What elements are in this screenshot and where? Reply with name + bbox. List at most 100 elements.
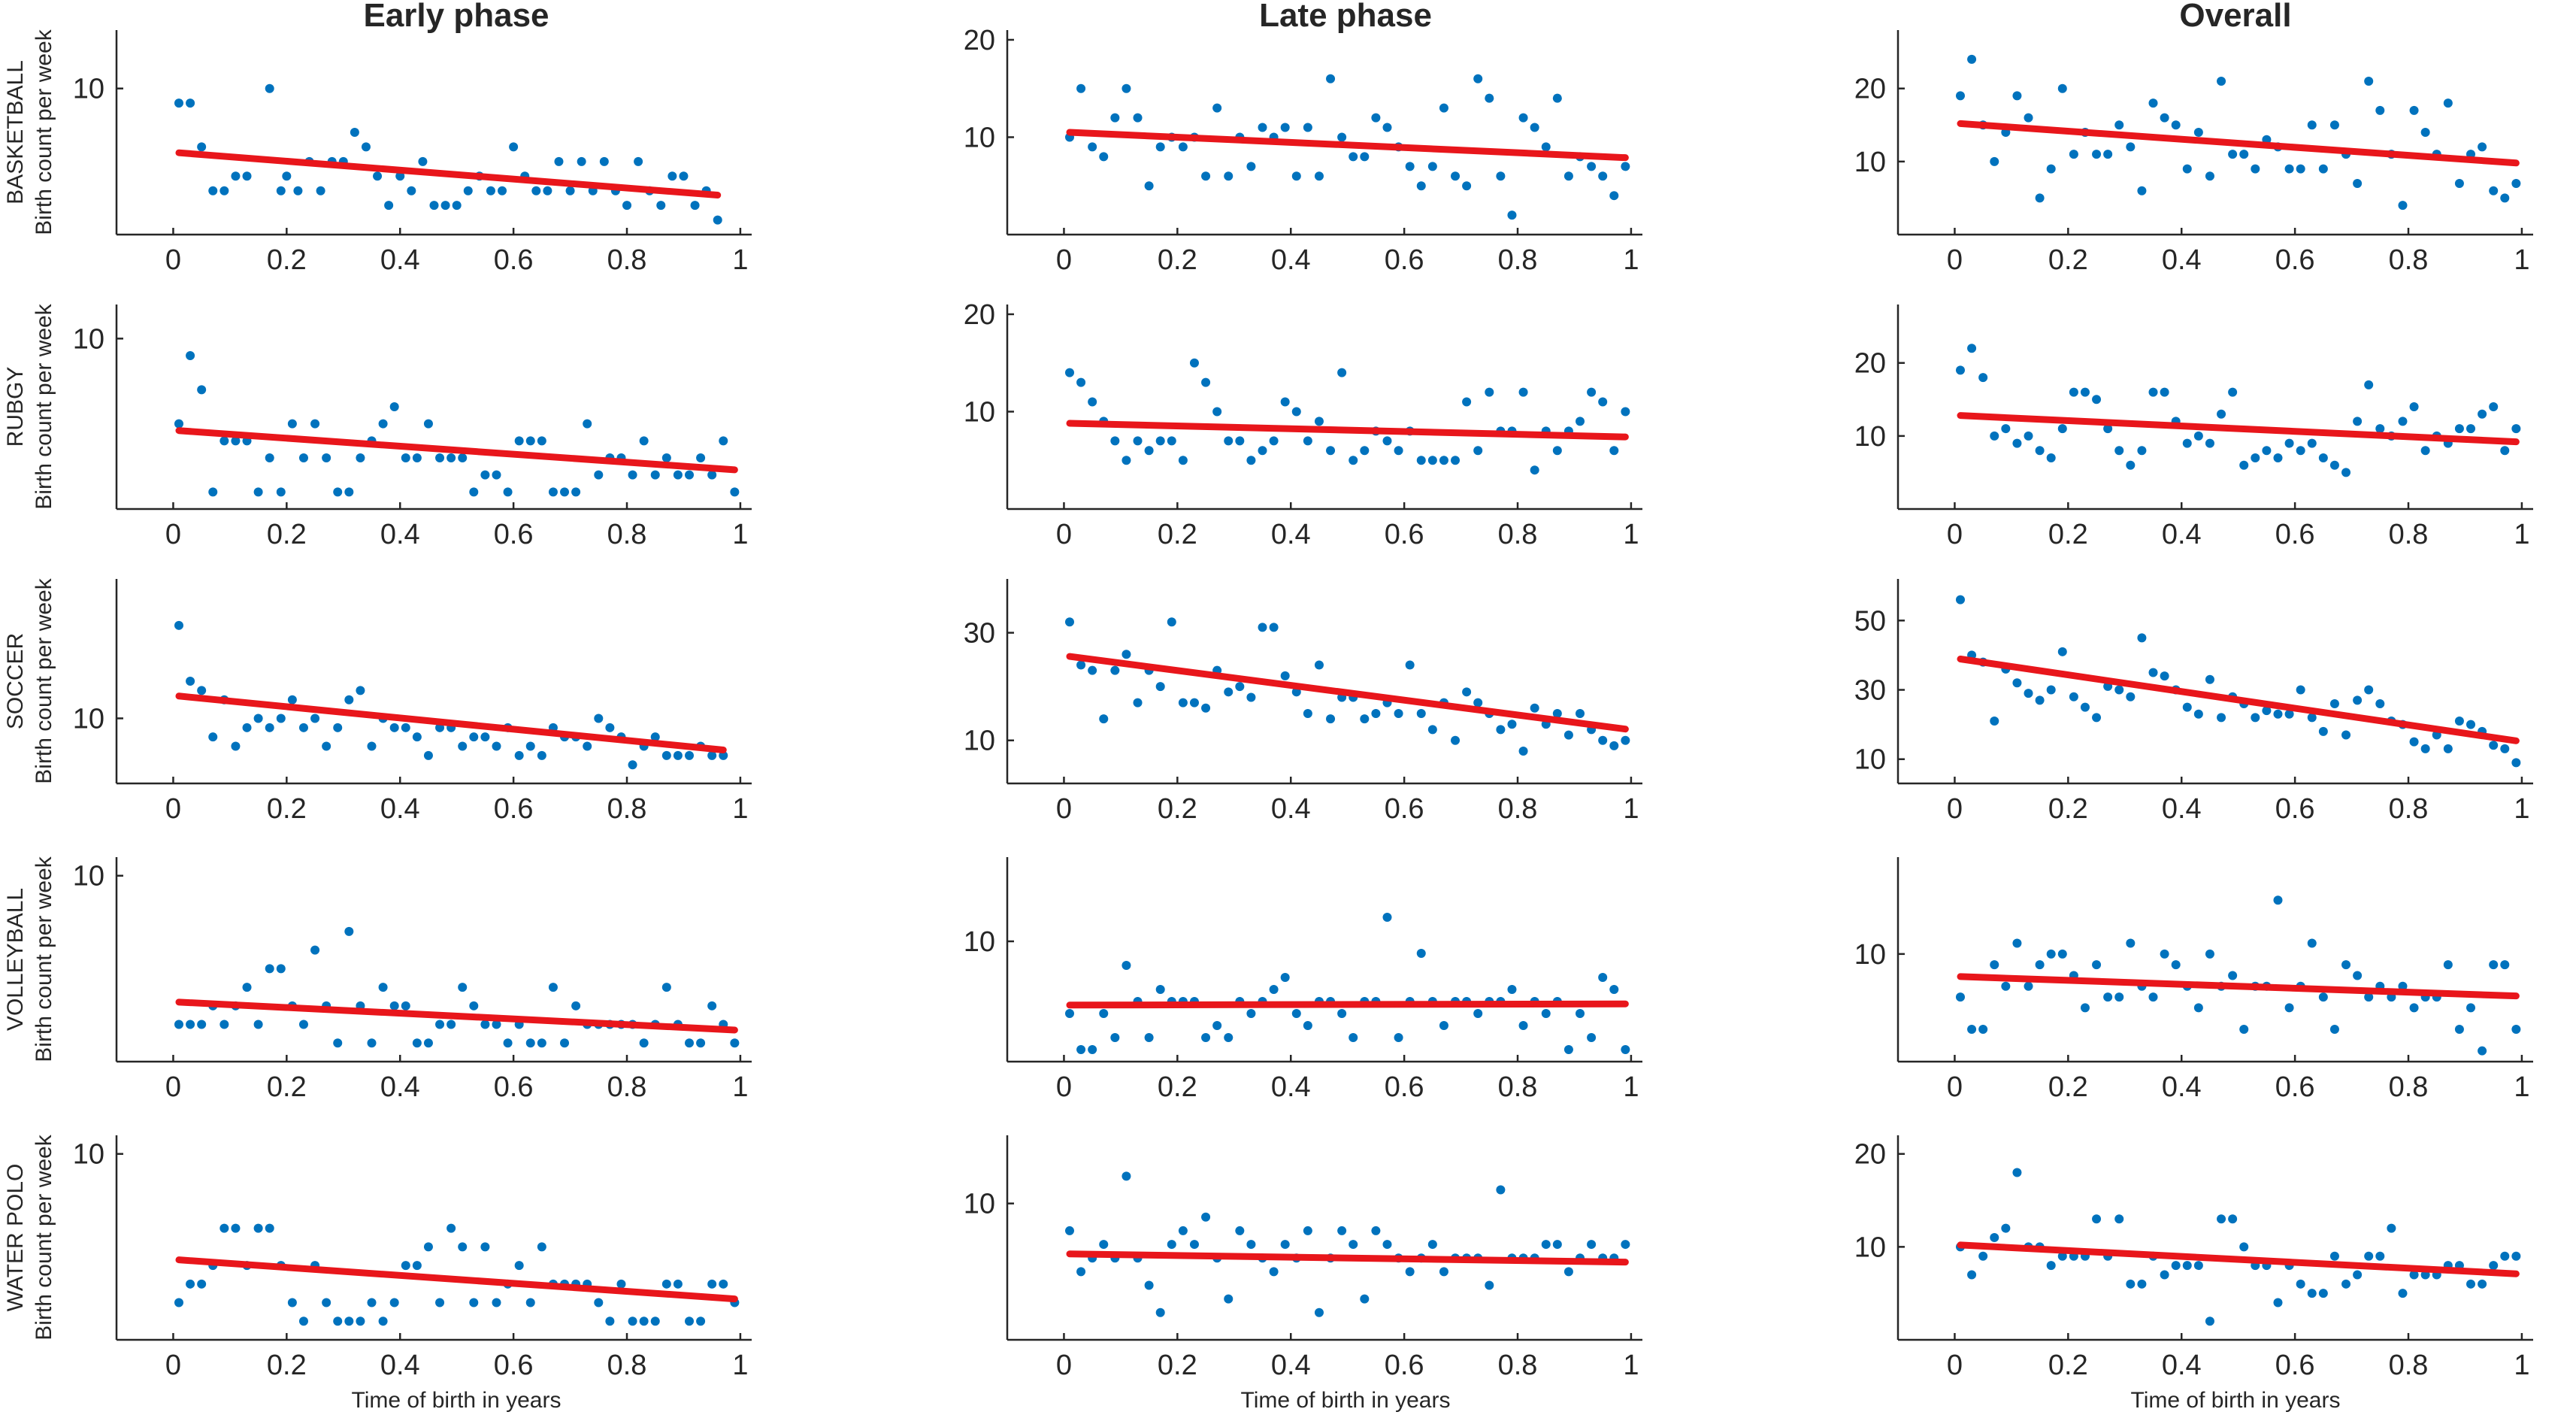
data-point bbox=[1382, 436, 1392, 446]
data-point bbox=[2364, 77, 2374, 86]
data-point bbox=[2057, 949, 2067, 959]
data-point bbox=[253, 1223, 263, 1233]
data-point bbox=[1178, 456, 1188, 465]
data-point bbox=[2273, 895, 2283, 905]
y-tick-label: 20 bbox=[1854, 1139, 1886, 1171]
data-point bbox=[1201, 1212, 1211, 1222]
data-point bbox=[310, 419, 320, 429]
data-point bbox=[2024, 113, 2033, 123]
data-point bbox=[616, 1279, 626, 1289]
data-point bbox=[2454, 179, 2464, 188]
x-tick-label: 0.6 bbox=[2275, 244, 2315, 276]
data-point bbox=[1144, 181, 1154, 191]
data-point bbox=[276, 714, 286, 723]
x-tick-label: 0.6 bbox=[494, 1071, 534, 1103]
data-point bbox=[2420, 128, 2430, 137]
x-axis-label-late: Time of birth in years bbox=[1241, 1388, 1451, 1413]
data-point bbox=[197, 142, 207, 152]
panel-basketball-early-phase: 0 0.2 0.4 0.6 0.8 1 10 BASKETBALL Birth count pe… bbox=[3, 29, 752, 276]
x-tick-label: 0.4 bbox=[1271, 1350, 1311, 1381]
data-point bbox=[231, 741, 241, 751]
data-point bbox=[583, 419, 592, 429]
data-point bbox=[571, 1001, 581, 1010]
data-point bbox=[2193, 1003, 2203, 1013]
data-point bbox=[1541, 142, 1551, 152]
data-point bbox=[2035, 960, 2045, 970]
x-tick-label: 0 bbox=[1947, 1350, 1963, 1381]
data-point bbox=[1485, 93, 1494, 103]
data-point bbox=[560, 1038, 570, 1048]
data-point bbox=[298, 1317, 308, 1326]
data-point bbox=[1326, 446, 1336, 456]
data-point bbox=[1144, 1280, 1154, 1290]
data-point bbox=[1099, 1009, 1109, 1018]
data-point bbox=[2057, 1251, 2067, 1261]
data-point bbox=[219, 1020, 229, 1029]
data-point bbox=[2273, 453, 2283, 462]
data-point bbox=[2489, 402, 2499, 411]
x-tick-label: 0.6 bbox=[2275, 1071, 2315, 1103]
x-tick-label: 0.8 bbox=[1498, 1350, 1538, 1381]
data-point bbox=[2478, 1279, 2487, 1289]
data-point bbox=[373, 171, 383, 181]
x-tick-label: 0.4 bbox=[2162, 1350, 2202, 1381]
y-axis-label: Birth count per week bbox=[32, 1134, 56, 1340]
data-point bbox=[197, 385, 207, 395]
data-point bbox=[565, 186, 575, 195]
data-point bbox=[1280, 671, 1290, 680]
x-tick-label: 0.2 bbox=[1158, 1350, 1197, 1381]
data-point bbox=[469, 1001, 479, 1010]
data-point bbox=[1337, 1226, 1347, 1235]
data-point bbox=[2092, 960, 2102, 970]
x-tick-label: 0.2 bbox=[267, 793, 307, 825]
data-point bbox=[480, 1020, 490, 1029]
data-point bbox=[1337, 132, 1347, 142]
data-point bbox=[2193, 431, 2203, 441]
data-point bbox=[537, 1242, 546, 1252]
data-point bbox=[537, 750, 546, 760]
data-point bbox=[389, 402, 399, 411]
data-point bbox=[401, 723, 410, 732]
y-tick-label: 20 bbox=[964, 25, 995, 56]
fit-line bbox=[1066, 420, 1629, 441]
data-point bbox=[2205, 949, 2214, 959]
data-point bbox=[463, 186, 473, 195]
data-point bbox=[1122, 456, 1131, 465]
data-point bbox=[1337, 368, 1347, 377]
data-point bbox=[1552, 446, 1562, 456]
panel-volleyball-overall: 0 0.2 0.4 0.6 0.8 1 10 bbox=[1854, 857, 2533, 1103]
y-tick-label: 10 bbox=[964, 122, 995, 153]
x-tick-label: 1 bbox=[1623, 1071, 1639, 1103]
data-point bbox=[186, 351, 195, 360]
panel-basketball-late-phase: 0 0.2 0.4 0.6 0.8 1 10 20 bbox=[964, 25, 1642, 276]
data-point bbox=[548, 487, 558, 497]
data-point bbox=[1144, 446, 1154, 456]
data-point bbox=[1212, 407, 1222, 417]
data-point bbox=[571, 487, 581, 497]
data-point bbox=[2137, 1279, 2147, 1289]
data-point bbox=[1394, 446, 1403, 456]
column-title-early: Early phase bbox=[363, 0, 549, 34]
data-point bbox=[1360, 152, 1370, 162]
x-tick-label: 0.8 bbox=[2389, 793, 2429, 825]
data-point bbox=[423, 1038, 433, 1048]
data-point bbox=[650, 1317, 660, 1326]
column-title-overall: Overall bbox=[2179, 0, 2291, 34]
x-tick-label: 0.4 bbox=[2162, 793, 2202, 825]
data-point bbox=[2409, 1270, 2419, 1280]
data-point bbox=[1485, 1280, 1494, 1290]
data-point bbox=[2375, 1251, 2385, 1261]
data-point bbox=[1303, 708, 1312, 718]
data-point bbox=[2024, 689, 2033, 698]
data-point bbox=[2329, 698, 2339, 708]
x-tick-label: 0.4 bbox=[1271, 1071, 1311, 1103]
data-point bbox=[219, 436, 229, 446]
data-point bbox=[628, 1317, 637, 1326]
x-tick-label: 0.6 bbox=[1385, 793, 1424, 825]
x-tick-label: 0.2 bbox=[267, 244, 307, 276]
data-point bbox=[2443, 98, 2453, 108]
data-point bbox=[2409, 402, 2419, 411]
data-point bbox=[435, 1020, 445, 1029]
data-point bbox=[333, 1317, 343, 1326]
data-point bbox=[2398, 201, 2408, 211]
